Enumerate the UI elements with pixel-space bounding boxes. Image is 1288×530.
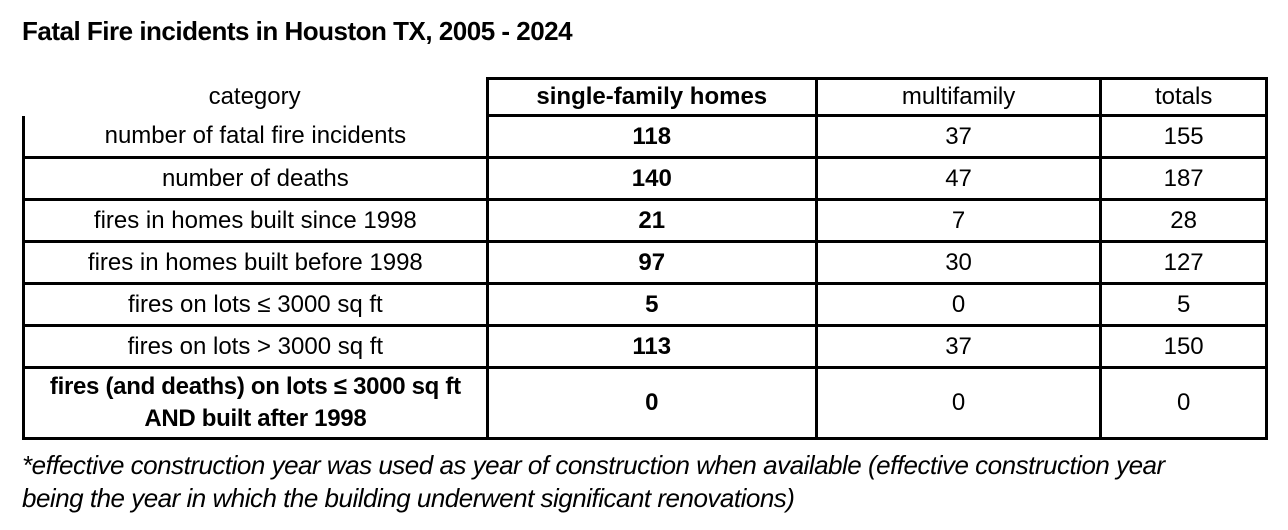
footnote: *effective construction year was used as… <box>22 450 1165 513</box>
column-header-single-family-homes: single-family homes <box>485 77 818 117</box>
table-row-built-since-1998: fires in homes built since 1998 21 7 28 <box>22 198 1268 243</box>
cell-single-family: 21 <box>485 198 818 243</box>
column-header-multifamily: multifamily <box>814 77 1103 117</box>
fatal-fire-table: category single-family homes multifamily… <box>22 77 1268 440</box>
row-label: fires on lots ≤ 3000 sq ft <box>22 283 488 327</box>
cell-totals: 127 <box>1099 240 1268 285</box>
row-label: number of deaths <box>22 157 488 201</box>
row-label: number of fatal fire incidents <box>22 115 488 159</box>
cell-totals: 187 <box>1099 156 1268 201</box>
table-row-large-lots: fires on lots > 3000 sq ft 113 37 150 <box>22 324 1268 369</box>
cell-multifamily: 30 <box>814 240 1103 285</box>
page: Fatal Fire incidents in Houston TX, 2005… <box>22 16 1268 513</box>
cell-totals: 150 <box>1099 324 1268 369</box>
row-label: fires on lots > 3000 sq ft <box>22 325 488 369</box>
cell-single-family: 5 <box>485 282 818 327</box>
cell-single-family: 140 <box>485 156 818 201</box>
cell-single-family: 118 <box>485 114 818 159</box>
row-label: fires in homes built before 1998 <box>22 241 488 285</box>
cell-totals: 155 <box>1099 114 1268 159</box>
header-row: category single-family homes multifamily… <box>24 77 1268 117</box>
row-label: fires (and deaths) on lots ≤ 3000 sq ft … <box>22 367 488 440</box>
cell-single-family: 97 <box>485 240 818 285</box>
cell-multifamily: 0 <box>814 282 1103 327</box>
cell-totals: 28 <box>1099 198 1268 243</box>
column-header-totals: totals <box>1099 77 1268 117</box>
cell-multifamily: 7 <box>814 198 1103 243</box>
table-row-small-lots: fires on lots ≤ 3000 sq ft 5 0 5 <box>22 282 1268 327</box>
page-title: Fatal Fire incidents in Houston TX, 2005… <box>22 16 573 46</box>
table-row-deaths: number of deaths 140 47 187 <box>22 156 1268 201</box>
table-row-built-before-1998: fires in homes built before 1998 97 30 1… <box>22 240 1268 285</box>
column-header-category: category <box>208 83 301 110</box>
cell-multifamily: 37 <box>814 324 1103 369</box>
table-row-incidents: number of fatal fire incidents 118 37 15… <box>22 114 1268 159</box>
cell-multifamily: 37 <box>814 114 1103 159</box>
cell-single-family: 113 <box>485 324 818 369</box>
cell-single-family: 0 <box>485 366 818 440</box>
cell-multifamily: 0 <box>814 366 1103 440</box>
cell-multifamily: 47 <box>814 156 1103 201</box>
cell-totals: 5 <box>1099 282 1268 327</box>
cell-totals: 0 <box>1099 366 1268 440</box>
row-label: fires in homes built since 1998 <box>22 199 488 243</box>
table-row-small-lots-and-new: fires (and deaths) on lots ≤ 3000 sq ft … <box>22 366 1268 440</box>
